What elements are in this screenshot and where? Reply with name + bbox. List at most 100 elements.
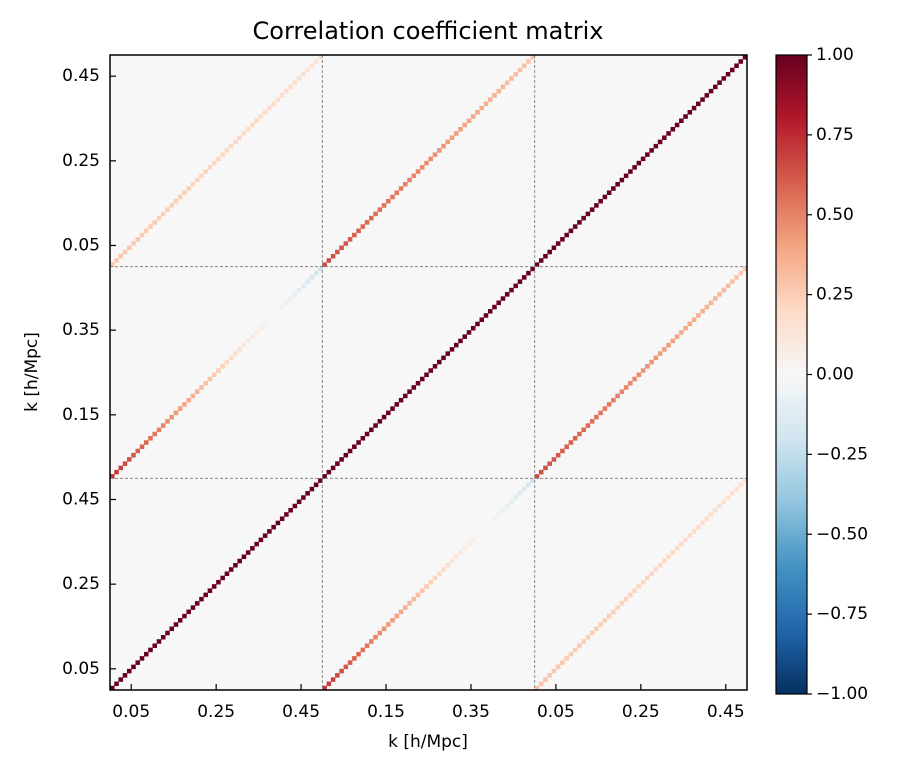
heatmap-cell	[517, 491, 523, 496]
heatmap-cell	[649, 359, 654, 365]
heatmap-cell	[623, 385, 629, 390]
heatmap-cell	[453, 554, 459, 560]
heatmap-cell	[394, 190, 400, 195]
heatmap-cell	[279, 93, 285, 98]
heatmap-cell	[530, 478, 535, 483]
heatmap-cell	[691, 317, 697, 322]
heatmap-cell	[500, 84, 506, 90]
heatmap-cell	[148, 647, 153, 653]
heatmap-cell	[645, 364, 650, 369]
heatmap-cell	[424, 160, 429, 166]
heatmap-cell	[241, 554, 247, 560]
heatmap-cell	[279, 516, 285, 521]
heatmap-cell	[424, 372, 429, 378]
heatmap-cell	[305, 67, 310, 73]
heatmap-cell	[114, 681, 119, 687]
heatmap-cell	[513, 283, 518, 289]
heatmap-cell	[326, 681, 332, 687]
heatmap-cell	[623, 173, 629, 179]
heatmap-cell	[504, 80, 510, 85]
heatmap-cell	[152, 220, 158, 225]
heatmap-cell	[420, 376, 425, 382]
heatmap-cell	[466, 330, 472, 335]
heatmap-cell	[589, 630, 595, 636]
heatmap-cell	[156, 639, 162, 644]
heatmap-cell	[407, 389, 412, 394]
heatmap-cell	[224, 359, 230, 365]
heatmap-cell	[496, 88, 501, 94]
heatmap-cell	[479, 317, 485, 322]
heatmap-cell	[322, 262, 327, 267]
heatmap-cell	[313, 270, 319, 276]
heatmap-cell	[199, 385, 204, 390]
y-tick-label: 0.45	[62, 66, 100, 86]
colorbar-tick-label: 0.25	[816, 285, 854, 305]
heatmap-cell	[662, 347, 667, 352]
heatmap-cell	[666, 131, 671, 136]
heatmap-cell	[683, 537, 688, 543]
heatmap-cell	[190, 182, 196, 187]
heatmap-cell	[110, 474, 115, 479]
x-tick-label: 0.45	[282, 702, 320, 722]
heatmap-cell	[602, 406, 608, 411]
heatmap-cell	[271, 524, 276, 530]
heatmap-cell	[114, 258, 119, 263]
heatmap-cell	[674, 122, 680, 128]
heatmap-cell	[356, 440, 361, 445]
heatmap-cell	[734, 63, 739, 68]
heatmap-cell	[462, 546, 468, 551]
heatmap-cell	[203, 169, 208, 174]
heatmap-cell	[330, 465, 336, 471]
heatmap-cell	[177, 194, 183, 200]
heatmap-cell	[700, 97, 705, 102]
heatmap-cell	[139, 444, 145, 449]
heatmap-cell	[169, 414, 174, 420]
heatmap-cell	[487, 520, 493, 526]
heatmap-cell	[606, 402, 612, 407]
x-tick-label: 0.05	[537, 702, 575, 722]
heatmap-cell	[589, 419, 595, 424]
heatmap-cell	[475, 321, 480, 327]
heatmap-cell	[237, 558, 242, 564]
heatmap-cell	[386, 622, 391, 627]
heatmap-cell	[292, 503, 298, 509]
heatmap-cell	[377, 207, 383, 212]
heatmap-cell	[560, 237, 565, 242]
heatmap-cell	[572, 436, 578, 441]
heatmap-cell	[211, 160, 217, 166]
heatmap-cell	[169, 203, 174, 208]
heatmap-cell	[296, 76, 302, 81]
heatmap-cell	[199, 173, 204, 179]
heatmap-cell	[135, 237, 141, 242]
heatmap-cell	[504, 503, 510, 509]
heatmap-cell	[492, 516, 497, 521]
heatmap-cell	[216, 156, 221, 162]
heatmap-cell	[645, 575, 650, 581]
heatmap-cell	[301, 71, 306, 77]
x-tick-label: 0.45	[707, 702, 745, 722]
heatmap-cell	[504, 292, 510, 297]
heatmap-cell	[496, 512, 501, 517]
heatmap-cell	[653, 567, 659, 572]
heatmap-cell	[165, 630, 170, 636]
heatmap-cell	[585, 634, 591, 640]
heatmap-cell	[436, 571, 442, 576]
y-tick-label: 0.45	[62, 490, 100, 510]
heatmap-cell	[517, 67, 523, 73]
heatmap-cell	[700, 309, 705, 314]
heatmap-cell	[352, 444, 357, 449]
heatmap-cell	[725, 283, 731, 289]
heatmap-cell	[649, 148, 654, 153]
heatmap-cell	[284, 300, 289, 306]
heatmap-cell	[220, 364, 225, 369]
heatmap-cell	[152, 643, 158, 648]
heatmap-cell	[670, 550, 676, 555]
heatmap-cell	[258, 114, 264, 119]
heatmap-cell	[547, 249, 552, 255]
heatmap-cell	[543, 677, 548, 682]
heatmap-cell	[386, 410, 391, 416]
heatmap-cell	[322, 474, 327, 479]
heatmap-cell	[343, 664, 349, 670]
heatmap-cell	[653, 143, 659, 149]
heatmap-cell	[364, 431, 370, 437]
